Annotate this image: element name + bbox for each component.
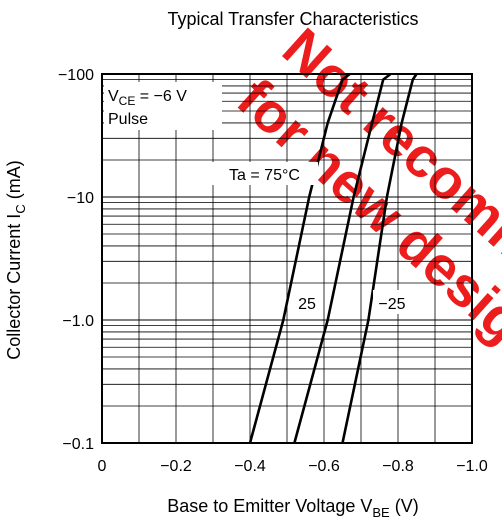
y-axis-label: Collector Current IC (mA) <box>4 160 28 359</box>
plot-area: VCE = −6 V Pulse Ta = 75°C 25 −25 0 −0.2 −0.4 −0… <box>58 67 488 475</box>
y-tick-label: −0.1 <box>62 436 94 453</box>
series-label-bg-1 <box>292 290 322 314</box>
condition-vce-rest: = −6 V <box>135 88 187 105</box>
y-tick-label: −1.0 <box>62 313 94 330</box>
condition-vce: VCE = −6 V <box>108 88 187 108</box>
y-tick-label: −10 <box>67 190 94 207</box>
plot-frame <box>101 73 473 444</box>
x-axis-label-symbol: V <box>360 496 372 516</box>
y-tick-label: −100 <box>58 67 94 84</box>
chart-title: Typical Transfer Characteristics <box>167 9 418 29</box>
x-tick-label: −0.2 <box>160 458 192 475</box>
condition-box <box>104 82 222 130</box>
x-axis-label-text: Base to Emitter Voltage <box>167 496 355 516</box>
condition-vce-symbol: V <box>108 88 119 105</box>
series-label-bg-2 <box>373 290 411 314</box>
x-axis-label-unit: (V) <box>395 496 419 516</box>
y-axis-label-unit: (mA) <box>4 160 24 199</box>
series-line-0 <box>248 72 351 444</box>
series-line-1 <box>293 72 392 444</box>
series-line-2 <box>341 73 418 444</box>
series-label-bg-0 <box>211 162 318 185</box>
condition-vce-sub: CE <box>119 94 136 108</box>
x-axis-label: Base to Emitter Voltage VBE (V) <box>167 496 419 520</box>
x-tick-label: 0 <box>98 458 107 475</box>
watermark: Not recommended for new design <box>226 16 502 392</box>
x-axis-label-sub: BE <box>372 505 390 520</box>
series-label-1: 25 <box>298 296 316 313</box>
x-tick-label: −1.0 <box>456 458 488 475</box>
y-axis-label-sub: C <box>13 204 28 213</box>
series-label-2: −25 <box>378 296 405 313</box>
x-tick-label: −0.6 <box>308 458 340 475</box>
condition-mode: Pulse <box>108 111 148 128</box>
x-tick-label: −0.8 <box>382 458 414 475</box>
x-tick-label: −0.4 <box>234 458 266 475</box>
y-axis-label-symbol: I <box>4 214 24 219</box>
series-label-0: Ta = 75°C <box>229 167 300 184</box>
y-axis-label-text: Collector Current <box>4 224 24 360</box>
